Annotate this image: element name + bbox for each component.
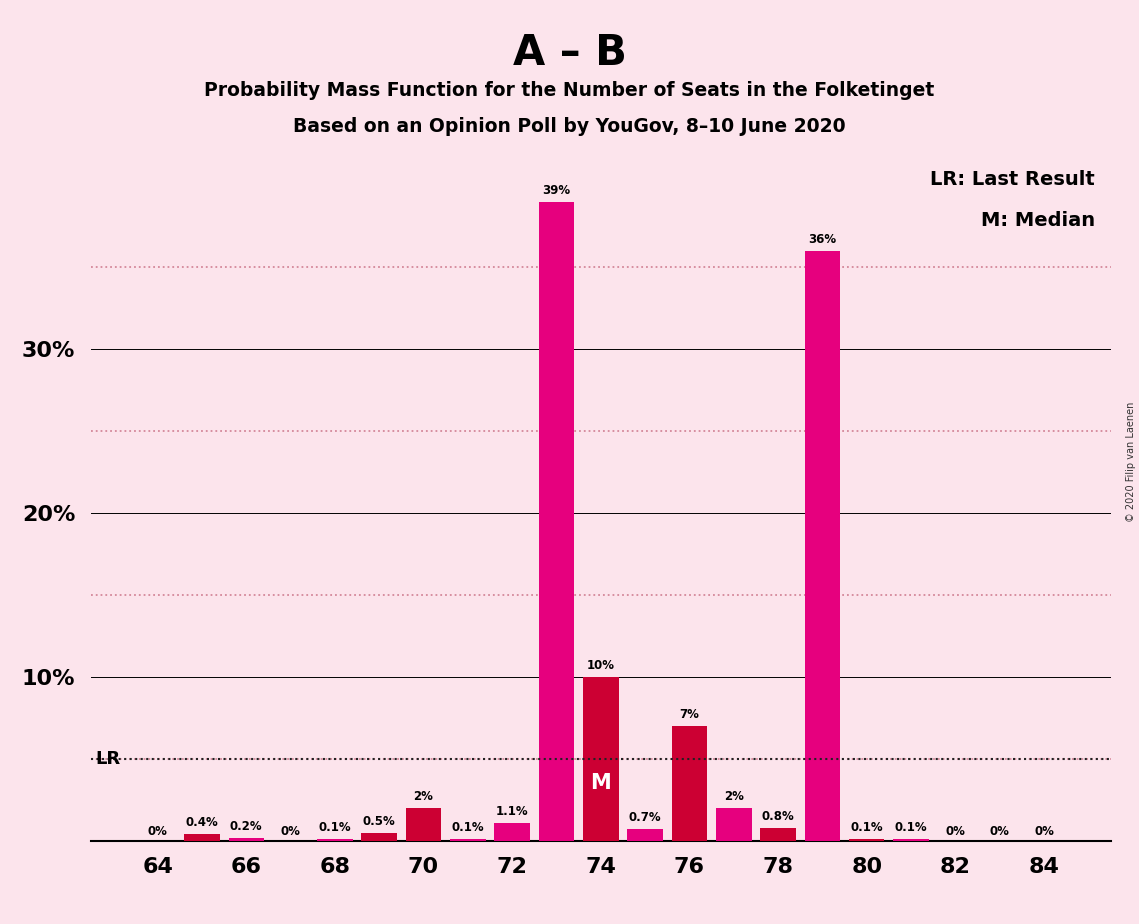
Text: 1.1%: 1.1% xyxy=(495,805,528,818)
Text: 0%: 0% xyxy=(148,825,167,838)
Text: 2%: 2% xyxy=(724,790,744,803)
Bar xyxy=(761,828,796,841)
Bar xyxy=(893,839,928,841)
Text: 0.1%: 0.1% xyxy=(319,821,351,834)
Text: Probability Mass Function for the Number of Seats in the Folketinget: Probability Mass Function for the Number… xyxy=(204,81,935,101)
Text: 7%: 7% xyxy=(680,708,699,722)
Text: 0.1%: 0.1% xyxy=(451,821,484,834)
Bar xyxy=(849,839,885,841)
Text: 0.1%: 0.1% xyxy=(851,821,883,834)
Text: 0.1%: 0.1% xyxy=(895,821,927,834)
Bar xyxy=(450,839,485,841)
Text: M: Median: M: Median xyxy=(981,211,1096,230)
Bar xyxy=(185,834,220,841)
Text: 0.4%: 0.4% xyxy=(186,817,219,830)
Bar xyxy=(229,837,264,841)
Bar xyxy=(804,250,841,841)
Bar xyxy=(405,808,441,841)
Text: LR: LR xyxy=(96,750,121,768)
Text: 0%: 0% xyxy=(280,825,301,838)
Text: 36%: 36% xyxy=(809,233,836,246)
Text: 0.8%: 0.8% xyxy=(762,809,795,822)
Text: M: M xyxy=(590,773,612,794)
Text: 0%: 0% xyxy=(1034,825,1054,838)
Text: 0%: 0% xyxy=(990,825,1009,838)
Text: 0.5%: 0.5% xyxy=(363,815,395,828)
Text: 0.7%: 0.7% xyxy=(629,811,662,824)
Bar xyxy=(494,822,530,841)
Bar xyxy=(716,808,752,841)
Text: 39%: 39% xyxy=(542,184,571,197)
Text: LR: Last Result: LR: Last Result xyxy=(931,170,1096,188)
Text: 0%: 0% xyxy=(945,825,966,838)
Text: 10%: 10% xyxy=(587,659,615,672)
Bar xyxy=(672,726,707,841)
Text: © 2020 Filip van Laenen: © 2020 Filip van Laenen xyxy=(1126,402,1136,522)
Bar xyxy=(539,201,574,841)
Bar xyxy=(361,833,396,841)
Bar xyxy=(583,677,618,841)
Bar xyxy=(317,839,353,841)
Bar xyxy=(628,830,663,841)
Text: A – B: A – B xyxy=(513,32,626,74)
Text: 2%: 2% xyxy=(413,790,434,803)
Text: Based on an Opinion Poll by YouGov, 8–10 June 2020: Based on an Opinion Poll by YouGov, 8–10… xyxy=(293,117,846,137)
Text: 0.2%: 0.2% xyxy=(230,820,263,833)
